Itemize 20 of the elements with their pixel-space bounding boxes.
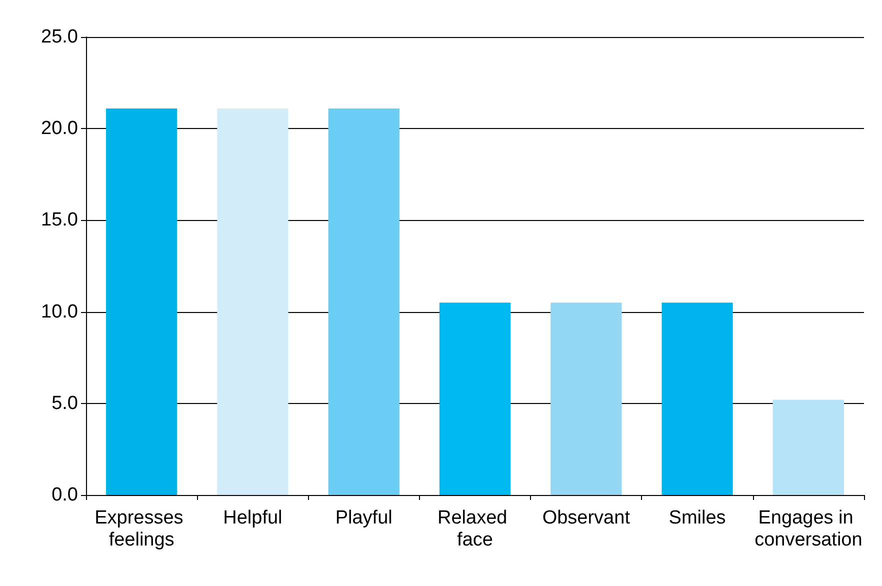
- bar: [439, 302, 511, 495]
- bar: [550, 302, 622, 495]
- y-tick-label: 10.0: [41, 301, 78, 322]
- x-tick-label: Smiles: [668, 508, 726, 528]
- x-tick-label: Engages in conversation: [754, 508, 862, 550]
- x-tick-label: Relaxed face: [438, 508, 512, 550]
- bar: [217, 108, 288, 495]
- y-tick-label: 25.0: [41, 26, 78, 48]
- y-tick-label: 20.0: [41, 118, 78, 140]
- x-tick-label: Helpful: [223, 508, 282, 528]
- x-tick-label: Observant: [542, 508, 631, 528]
- y-tick-label: 15.0: [41, 210, 78, 231]
- x-tick-label: Playful: [335, 508, 392, 528]
- bar: [106, 108, 178, 495]
- y-tick-label: 5.0: [52, 392, 78, 414]
- bar: [772, 400, 844, 495]
- bar: [662, 302, 733, 495]
- x-tick-label: Expresses feelings: [94, 508, 189, 550]
- bar: [328, 108, 400, 495]
- y-tick-label: 0.0: [52, 484, 78, 506]
